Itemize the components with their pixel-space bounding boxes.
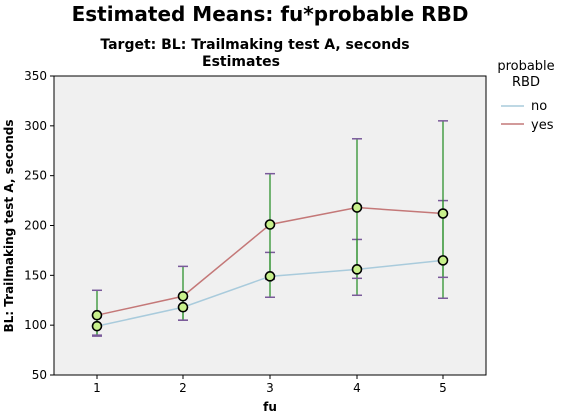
y-tick-label-100: 100 bbox=[24, 318, 47, 332]
y-tick-label-50: 50 bbox=[32, 368, 47, 382]
chart-subtitle: Target: BL: Trailmaking test A, seconds bbox=[100, 37, 409, 53]
x-axis: 1 2 3 4 5 bbox=[93, 375, 447, 395]
y-axis: 50 100 150 200 250 300 350 bbox=[24, 69, 54, 382]
point-yes-3 bbox=[264, 219, 276, 230]
x-tick-label-3: 3 bbox=[266, 381, 274, 395]
chart-title: Estimated Means: fu*probable RBD bbox=[72, 2, 469, 26]
chart-subtitle-estimates: Estimates bbox=[202, 54, 280, 70]
point-no-4 bbox=[351, 264, 363, 275]
y-tick-label-150: 150 bbox=[24, 268, 47, 282]
y-tick-label-350: 350 bbox=[24, 69, 47, 83]
point-yes-4 bbox=[351, 202, 363, 213]
point-no-2 bbox=[177, 301, 189, 313]
legend: probable RBD no yes bbox=[497, 59, 554, 133]
y-tick-label-250: 250 bbox=[24, 169, 47, 183]
legend-label-no: no bbox=[531, 99, 547, 114]
x-tick-label-4: 4 bbox=[353, 381, 361, 395]
point-no-3 bbox=[264, 271, 276, 282]
marker-layer bbox=[91, 202, 449, 332]
legend-title-line1: probable bbox=[497, 59, 554, 74]
point-yes-1 bbox=[91, 309, 103, 321]
legend-title-line2: RBD bbox=[512, 75, 540, 90]
x-tick-label-1: 1 bbox=[93, 381, 101, 395]
x-axis-label: fu bbox=[263, 400, 277, 414]
y-tick-label-200: 200 bbox=[24, 219, 47, 233]
point-yes-2 bbox=[177, 290, 189, 302]
y-tick-label-300: 300 bbox=[24, 119, 47, 133]
y-axis-label: BL: Trailmaking test A, seconds bbox=[2, 120, 16, 333]
point-yes-5 bbox=[437, 208, 449, 219]
point-no-5 bbox=[437, 255, 449, 266]
x-tick-label-5: 5 bbox=[439, 381, 447, 395]
x-tick-label-2: 2 bbox=[179, 381, 187, 395]
legend-label-yes: yes bbox=[531, 118, 554, 133]
point-no-1 bbox=[91, 320, 103, 332]
